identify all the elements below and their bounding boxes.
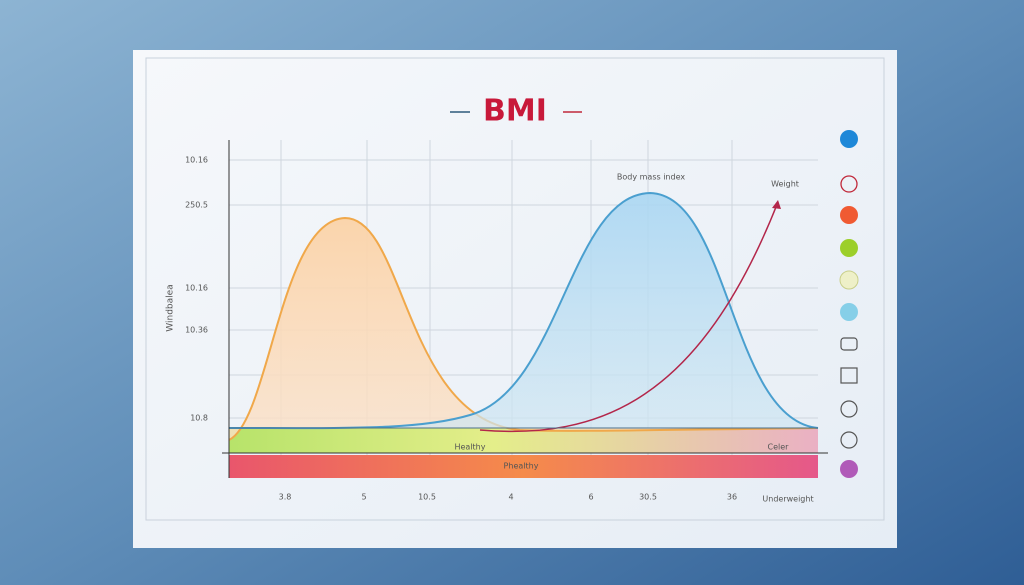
band-label: Phealthy — [504, 462, 539, 471]
x-tick-label: 36 — [727, 493, 737, 502]
y-ticks: 10.16 250.5 10.16 10.36 10.8 — [185, 156, 208, 423]
y-axis-label: Windbalea — [166, 284, 176, 331]
x-ticks: 3.8 5 10.5 4 6 30.5 36 — [279, 493, 737, 502]
band-lower — [229, 455, 818, 478]
y-tick-label: 250.5 — [185, 201, 208, 210]
y-tick-label: 10.36 — [185, 326, 208, 335]
curve-label: Body mass index — [617, 173, 685, 182]
orange-curve — [228, 216, 819, 441]
band-label: Celer — [768, 443, 790, 452]
x-tick-label: 4 — [508, 493, 513, 502]
y-tick-label: 10.16 — [185, 156, 208, 165]
x-tick-label: 10.5 — [418, 493, 436, 502]
band-upper — [229, 428, 818, 453]
blue-area — [229, 193, 818, 429]
y-tick-label: 10.16 — [185, 284, 208, 293]
x-corner-label: Underweight — [762, 495, 813, 504]
frame — [145, 57, 885, 521]
x-tick-label: 5 — [361, 493, 366, 502]
x-tick-label: 3.8 — [279, 493, 292, 502]
arrow-label: Weight — [771, 180, 799, 189]
legend-icons — [839, 130, 859, 478]
x-tick-label: 30.5 — [639, 493, 657, 502]
y-tick-label: 10.8 — [190, 414, 208, 423]
orange-area — [229, 218, 818, 440]
arrow-head — [772, 200, 781, 209]
x-tick-label: 6 — [588, 493, 593, 502]
title: BMI — [483, 94, 547, 129]
band-label: Healthy — [454, 443, 485, 452]
weight-arrow — [479, 201, 779, 433]
blue-curve — [228, 191, 819, 430]
